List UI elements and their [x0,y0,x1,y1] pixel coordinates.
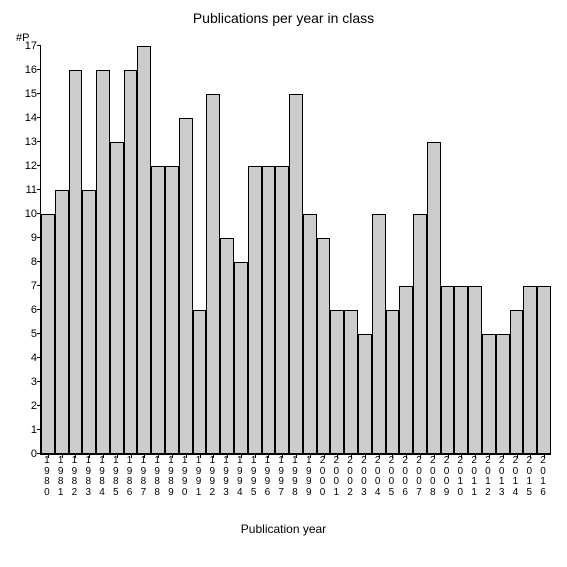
y-tick-label: 7 [21,280,37,292]
x-tick-label: 2014 [509,456,523,498]
y-tick-label: 9 [21,232,37,244]
x-tick-label: 2009 [440,456,454,498]
bar [358,334,372,454]
bar [289,94,303,454]
bar [523,286,537,454]
x-tick-label: 1998 [288,456,302,498]
bar [372,214,386,454]
y-tick-label: 13 [21,136,37,148]
bar [165,166,179,454]
bar [275,166,289,454]
x-tick-label: 2013 [495,456,509,498]
y-tick-label: 14 [21,112,37,124]
bar [110,142,124,454]
x-tick-label: 2004 [371,456,385,498]
bar [220,238,234,454]
x-tick-label: 2012 [481,456,495,498]
bar [124,70,138,454]
x-tick-label: 2015 [522,456,536,498]
x-tick-label: 1991 [192,456,206,498]
bar [82,190,96,454]
x-tick-label: 1989 [164,456,178,498]
bar [206,94,220,454]
x-tick-label: 2003 [357,456,371,498]
x-tick-label: 2007 [412,456,426,498]
bar [496,334,510,454]
x-tick-label: 1985 [109,456,123,498]
x-tick-label: 1982 [68,456,82,498]
bar [193,310,207,454]
bar [41,214,55,454]
bar-chart: Publications per year in class #P 012345… [0,0,567,567]
y-tick-label: 12 [21,160,37,172]
x-tick-label: 1994 [233,456,247,498]
bar [399,286,413,454]
x-tick-label: 1988 [150,456,164,498]
y-tick-label: 10 [21,208,37,220]
x-tick-label: 1995 [247,456,261,498]
bar [248,166,262,454]
x-tick-label: 2001 [329,456,343,498]
bar [454,286,468,454]
y-tick-label: 3 [21,376,37,388]
x-tick-label: 1999 [302,456,316,498]
x-axis-title: Publication year [0,522,567,536]
x-tick-label: 2006 [398,456,412,498]
y-tick-label: 17 [21,40,37,52]
bar [262,166,276,454]
y-tick-label: 6 [21,304,37,316]
plot-area: 01234567891011121314151617 [40,46,551,455]
bar [537,286,551,454]
x-tick-label: 1983 [81,456,95,498]
y-tick-label: 5 [21,328,37,340]
x-tick-label: 1980 [40,456,54,498]
x-tick-label: 2008 [426,456,440,498]
bars-container [41,46,551,454]
x-tick-label: 1996 [261,456,275,498]
y-tick-label: 4 [21,352,37,364]
x-tick-label: 1990 [178,456,192,498]
y-tick-label: 0 [21,448,37,460]
y-tick-label: 8 [21,256,37,268]
x-tick-label: 2010 [453,456,467,498]
bar [468,286,482,454]
bar [179,118,193,454]
bar [69,70,83,454]
x-tick-label: 2005 [385,456,399,498]
bar [55,190,69,454]
bar [427,142,441,454]
bar [344,310,358,454]
bar [96,70,110,454]
y-tick-label: 15 [21,88,37,100]
y-tick-label: 16 [21,64,37,76]
y-tick-label: 2 [21,400,37,412]
x-tick-label: 1987 [136,456,150,498]
x-tick-label: 1981 [54,456,68,498]
bar [317,238,331,454]
bar [386,310,400,454]
bar [151,166,165,454]
x-labels: 1980198119821983198419851986198719881989… [40,456,550,498]
x-tick-label: 2011 [467,456,481,498]
x-tick-label: 2016 [536,456,550,498]
bar [441,286,455,454]
y-tick-label: 11 [21,184,37,196]
bar [510,310,524,454]
x-tick-label: 1986 [123,456,137,498]
x-tick-label: 1993 [219,456,233,498]
x-tick-label: 1984 [95,456,109,498]
x-tick-label: 2002 [343,456,357,498]
bar [303,214,317,454]
bar [413,214,427,454]
x-tick-label: 1992 [205,456,219,498]
bar [330,310,344,454]
y-tick-label: 1 [21,424,37,436]
bar [137,46,151,454]
chart-title: Publications per year in class [0,10,567,26]
x-tick-label: 1997 [274,456,288,498]
x-tick-label: 2000 [316,456,330,498]
bar [482,334,496,454]
bar [234,262,248,454]
